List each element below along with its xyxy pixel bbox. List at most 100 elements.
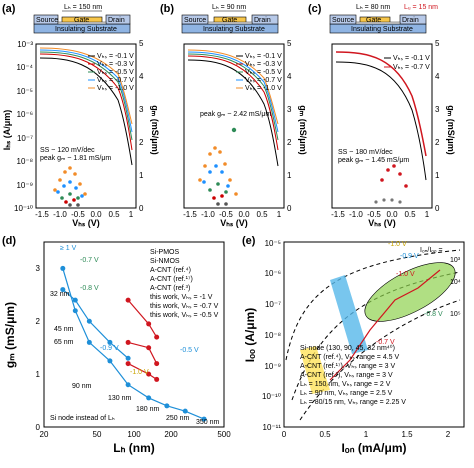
y2ticks-a: 0 1 2 3 4 5 [139,39,144,213]
series-d-point-1-4 [125,355,131,361]
xticks-d: 20 50 100 200 500 [40,430,232,439]
y2tick-c-3: 3 [435,105,440,114]
legend-e-5: Lₕ = 90 nm, Vₕₛ range = 2.5 V [300,390,393,397]
y2tick-a-5: 5 [139,39,144,48]
y2label-b: gₘ (mS/μm) [298,105,308,155]
annot-e-3: 10⁵ [450,311,461,318]
xtick-d-3: 200 [164,430,178,439]
xtick-c-0: -1.5 [331,210,345,219]
device-gate-label-b: Gate [222,17,237,24]
xtick-d-1: 50 [93,430,102,439]
annot-e-0: Iₒₙ/Iₒₒ = [420,247,443,254]
id-curve-a-1 [39,57,133,166]
ytick-e-5: 10⁻¹⁰ [262,392,281,401]
series-d-point-2-2 [154,334,160,340]
legend-a-1: Vₕₛ = -0.3 V [97,61,134,68]
series-d [60,265,207,422]
panel-d: (d) Si-PMOS Si-NMOS A-CNT (ref.⁴) A-CNT … [2,235,231,455]
legend-e-0: Si-node (130, 90, 45, 32 nm⁴⁰) [300,344,395,352]
series-d-point-4-1 [146,371,152,377]
xtick-b-1: -1.0 [201,210,215,219]
y2tick-a-4: 4 [139,72,144,81]
ytick-e-6: 10⁻¹¹ [263,423,282,432]
xlabel-c: Vₕₛ (V) [368,218,396,228]
annot-d-10: 130 nm [108,395,132,402]
series-d-point-0-6 [164,403,170,409]
legend-e-4: Lₕ = 150 nm, Vₕₛ range = 2 V [300,381,391,388]
yticks-d: 0 1 2 3 [36,264,41,432]
id-curve-a-5 [39,47,133,125]
annot-d-5: -0.5 V [180,347,199,354]
device-gate-label-a: Gate [74,17,89,24]
ytick-d-2: 2 [36,317,41,326]
ylabel-d: gₘ (mS/μm) [3,302,17,368]
series-d-point-4-0 [125,361,131,367]
xtick-b-4: 0.5 [256,210,268,219]
y2tick-c-2: 2 [435,138,440,147]
legend-e: Si-node (130, 90, 45, 32 nm⁴⁰) A-CNT (re… [300,344,406,406]
series-d-point-0-8 [201,416,207,422]
series-d-point-3-0 [125,339,131,345]
series-d-point-0-1 [72,308,78,314]
device-lg-label-c: Lₕ = 80 nm [356,4,390,11]
legend-c-0: Vₕₛ = -0.1 V [393,55,430,62]
xtick-b-2: -0.5 [219,210,233,219]
xtick-b-5: 1 [277,210,282,219]
annot-d-1: -0.7 V [80,257,99,264]
xtick-d-2: 100 [127,430,141,439]
annot-d-12: 250 nm [166,415,190,422]
annot-c-0: SS ~ 180 mV/dec [338,149,393,156]
y2label-a: gₘ (mS/μm) [150,105,160,155]
legend-d-6: this work, Vₕₛ = -0.7 V [150,303,219,310]
legend-a-2: Vₕₛ = -0.5 V [97,69,134,76]
xtick-d-4: 500 [217,430,231,439]
device-substrate-label-a: Insulating Substrate [55,26,117,33]
xtick-e-4: 2 [446,430,451,439]
ytick-e-3: 10⁻⁸ [265,331,282,340]
legend-a-0: Vₕₛ = -0.1 V [97,53,134,60]
ytick-a-4: 10⁻⁷ [17,134,33,143]
legend-b-2: Vₕₛ = -0.5 V [245,69,282,76]
device-drain-label-c: Drain [402,17,419,24]
y2tick-a-0: 0 [139,204,144,213]
xticks-a: -1.5 -1.0 -0.5 0.0 0.5 1 [35,210,134,219]
legend-b: Vₕₛ = -0.1 V Vₕₛ = -0.3 V Vₕₛ = -0.5 V V… [236,53,282,92]
series-d-line-3 [127,341,158,364]
panel-a-letter: (a) [2,3,16,15]
device-source-label-b: Source [184,17,206,24]
legend-d: Si-PMOS Si-NMOS A-CNT (ref.⁴) A-CNT (ref… [150,249,219,319]
id-curve-b-3 [187,53,279,141]
legend-e-1: A-CNT (ref.⁴), Vₕₛ range = 4.5 V [300,354,399,361]
legend-e-6: Lₕ = 80/15 nm, Vₕₛ range = 2.25 V [300,399,406,406]
ytick-e-1: 10⁻⁶ [265,269,281,278]
id-curve-b-1 [187,59,279,167]
series-d-point-0-5 [146,395,152,401]
xtick-b-3: 0.0 [238,210,250,219]
annot-e-5: -0.9 V [400,253,419,260]
plot-area-a [35,43,137,209]
series-d-point-1-2 [86,318,92,324]
xtick-e-2: 1 [364,430,369,439]
legend-b-0: Vₕₛ = -0.1 V [245,53,282,60]
xtick-e-0: 0 [282,430,287,439]
annot-d-4: -1.0 V [130,369,149,376]
device-gate-label-c: Gate [366,17,381,24]
annot-c-1: peak gₘ ~ 1.45 mS/μm [338,157,409,164]
gm-scatter-b [198,127,238,206]
ytick-d-3: 3 [36,264,41,273]
series-d-point-3-2 [154,361,160,367]
id-curve-c-1 [335,61,427,181]
y2tick-c-4: 4 [435,72,440,81]
legend-d-5: this work, Vₕₛ = -1 V [150,294,213,301]
xtick-e-1: 0.5 [319,430,331,439]
xtick-a-4: 0.5 [108,210,120,219]
legend-b-4: Vₕₛ = -1.0 V [245,85,282,92]
ytick-a-2: 10⁻⁵ [17,87,33,96]
y2tick-b-1: 1 [287,171,292,180]
annot-d-11: 180 nm [136,406,160,413]
id-curve-b-5 [187,49,279,125]
acnt-band-1 [300,346,330,394]
y2tick-c-1: 1 [435,171,440,180]
id-curve-a-3 [39,51,133,141]
